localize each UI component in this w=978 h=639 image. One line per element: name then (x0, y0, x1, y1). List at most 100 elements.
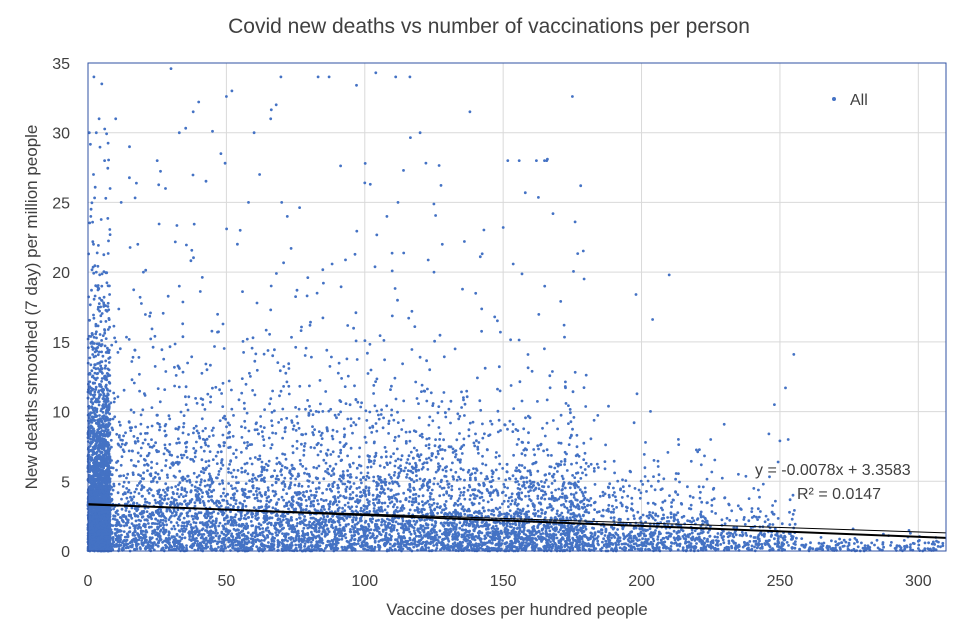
scatter-point (122, 474, 126, 477)
scatter-point (143, 463, 146, 467)
scatter-point (91, 486, 94, 490)
scatter-point (372, 479, 376, 483)
scatter-point (318, 379, 322, 382)
scatter-point (109, 401, 113, 405)
scatter-point (215, 462, 219, 465)
scatter-point (198, 501, 202, 504)
scatter-point (98, 440, 102, 444)
scatter-point (523, 191, 527, 195)
scatter-point (104, 320, 108, 323)
scatter-point (135, 502, 139, 505)
scatter-point (408, 485, 412, 489)
scatter-point (182, 453, 186, 457)
scatter-point (290, 464, 294, 467)
scatter-point (344, 488, 348, 491)
scatter-point (786, 438, 790, 441)
scatter-point (93, 371, 97, 375)
scatter-point (311, 425, 314, 428)
scatter-point (224, 506, 228, 509)
scatter-point (104, 403, 108, 407)
scatter-point (428, 503, 431, 506)
scatter-point (634, 293, 638, 296)
scatter-point (347, 540, 350, 544)
scatter-point (331, 437, 335, 441)
scatter-point (104, 469, 108, 472)
scatter-point (97, 244, 100, 247)
scatter-point (417, 494, 421, 498)
scatter-point (220, 530, 224, 534)
scatter-point (124, 509, 128, 512)
scatter-point (258, 173, 261, 176)
scatter-point (429, 458, 433, 462)
scatter-point (162, 357, 166, 361)
scatter-point (139, 519, 143, 523)
scatter-point (334, 525, 338, 529)
scatter-point (256, 499, 260, 503)
scatter-point (219, 152, 223, 156)
scatter-point (251, 473, 255, 476)
scatter-point (221, 479, 224, 482)
scatter-point (440, 242, 444, 246)
scatter-point (91, 429, 95, 433)
scatter-point (166, 476, 170, 479)
scatter-point (108, 284, 111, 288)
scatter-point (144, 432, 147, 435)
scatter-point (187, 520, 191, 523)
scatter-point (262, 426, 266, 429)
scatter-point (327, 507, 331, 511)
chart-title: Covid new deaths vs number of vaccinatio… (228, 15, 750, 38)
scatter-point (178, 535, 182, 539)
scatter-point (109, 528, 113, 532)
scatter-point (283, 426, 287, 430)
scatter-point (100, 380, 103, 383)
scatter-point (311, 481, 315, 484)
scatter-point (180, 527, 184, 531)
scatter-point (88, 356, 92, 360)
scatter-point (189, 489, 193, 493)
scatter-point (384, 455, 388, 459)
scatter-point (214, 454, 218, 458)
scatter-point (100, 82, 104, 86)
scatter-point (571, 95, 574, 98)
scatter-point (94, 270, 98, 274)
scatter-point (737, 472, 740, 476)
scatter-point (193, 451, 197, 455)
scatter-point (234, 486, 237, 490)
scatter-point (110, 445, 113, 449)
scatter-point (346, 469, 349, 473)
scatter-point (240, 488, 244, 491)
scatter-point (107, 519, 111, 523)
scatter-point (207, 499, 211, 503)
scatter-point (382, 416, 385, 420)
scatter-point (167, 533, 171, 537)
scatter-point (280, 201, 284, 204)
scatter-point (106, 499, 109, 502)
scatter-point (144, 500, 147, 504)
scatter-point (278, 394, 281, 398)
scatter-point (404, 441, 408, 445)
scatter-point (108, 293, 111, 296)
scatter-point (173, 514, 176, 518)
scatter-point (271, 389, 274, 393)
scatter-point (107, 348, 111, 352)
scatter-point (339, 494, 342, 498)
scatter-point (108, 455, 112, 458)
scatter-point (328, 505, 331, 509)
scatter-point (108, 431, 112, 434)
scatter-point (360, 401, 363, 405)
scatter-point (355, 83, 358, 87)
scatter-point (107, 351, 111, 354)
scatter-point (402, 469, 406, 473)
scatter-point (104, 378, 107, 381)
scatter-point (297, 540, 301, 543)
scatter-point (245, 337, 249, 341)
scatter-point (303, 471, 306, 475)
scatter-point (91, 333, 94, 337)
scatter-point (91, 393, 95, 397)
scatter-point (367, 486, 371, 490)
scatter-point (94, 385, 98, 389)
scatter-point (98, 432, 102, 436)
scatter-point (97, 350, 101, 354)
scatter-point (399, 547, 402, 550)
scatter-point (340, 545, 344, 549)
